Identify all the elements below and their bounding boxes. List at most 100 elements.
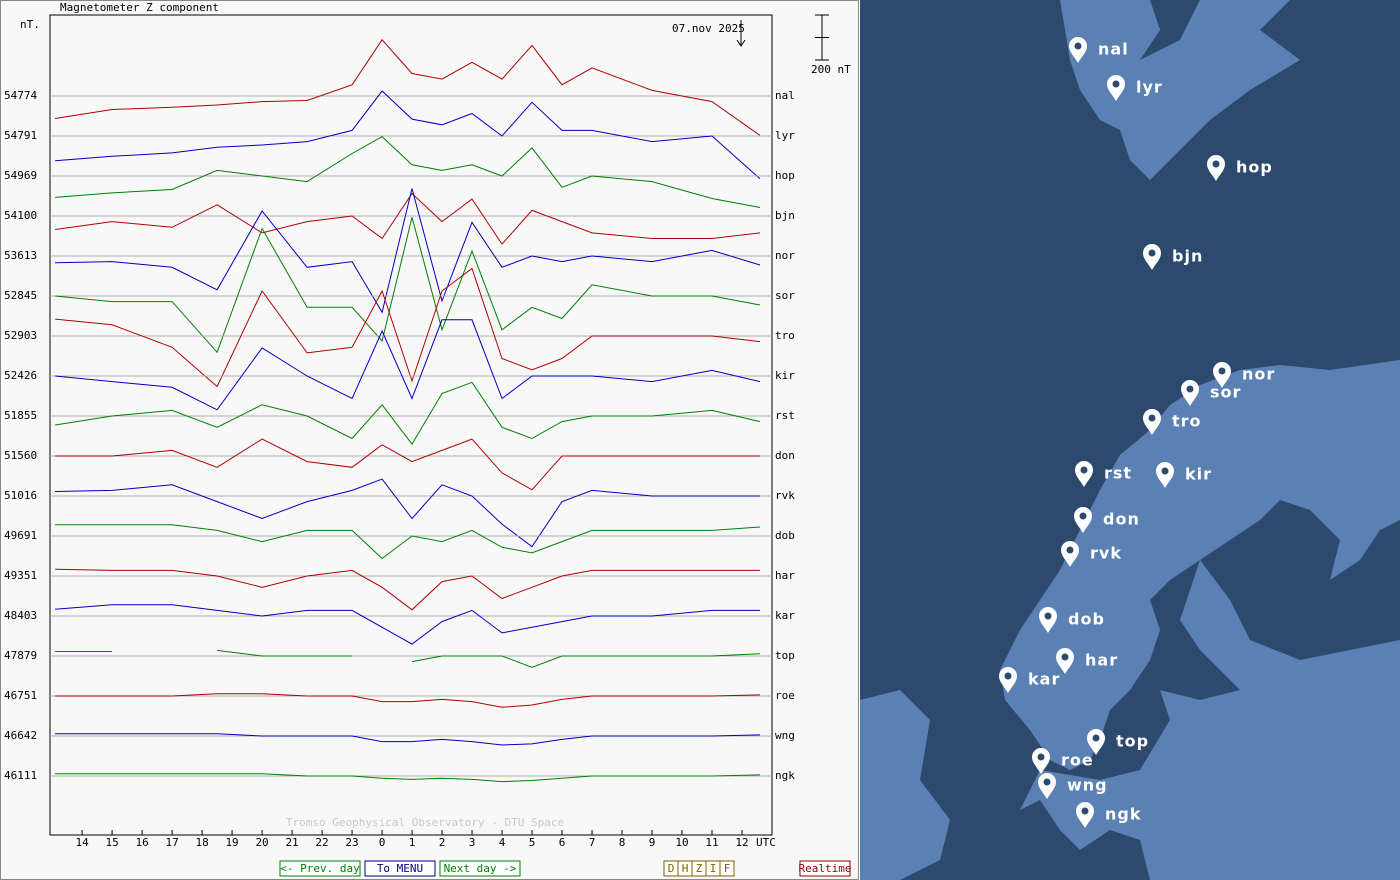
- station-label: bjn: [775, 209, 795, 222]
- pin-dot: [1112, 80, 1120, 88]
- pin: [1075, 461, 1093, 487]
- button-label: <- Prev. day: [280, 862, 360, 875]
- station-label: har: [775, 569, 795, 582]
- trace: [55, 188, 761, 314]
- pin-dot: [1148, 249, 1156, 257]
- station-label: don: [775, 449, 795, 462]
- land: [1020, 560, 1400, 880]
- x-tick-label: 1: [409, 836, 416, 849]
- pin: [1056, 648, 1074, 674]
- x-tick-label: 9: [649, 836, 656, 849]
- pin-dot: [1044, 612, 1052, 620]
- button[interactable]: F: [719, 860, 735, 877]
- station-label: rvk: [775, 489, 795, 502]
- baseline-label: 46751: [4, 689, 37, 702]
- pin: [1039, 607, 1057, 633]
- trace: [55, 478, 760, 548]
- baseline-label: 51855: [4, 409, 37, 422]
- pin: [1207, 155, 1225, 181]
- button[interactable]: I: [705, 860, 721, 877]
- station-label: ngk: [775, 769, 795, 782]
- button[interactable]: H: [677, 860, 693, 877]
- pin-dot: [1186, 385, 1194, 393]
- map-station-label: lyr: [1136, 78, 1163, 97]
- button-box: [719, 860, 735, 877]
- map-station-label: top: [1116, 732, 1149, 751]
- pin-dot: [1043, 778, 1051, 786]
- pin: [1143, 244, 1161, 270]
- baseline-label: 54100: [4, 209, 37, 222]
- land: [1000, 360, 1400, 770]
- trace: [55, 773, 761, 783]
- trace: [55, 604, 760, 645]
- pin-dot: [1074, 42, 1082, 50]
- x-tick-label: 8: [619, 836, 626, 849]
- baseline-label: 52903: [4, 329, 37, 342]
- x-tick-label: 2: [439, 836, 446, 849]
- button-label: Next day ->: [444, 862, 517, 875]
- baseline-label: 51016: [4, 489, 37, 502]
- baseline-label: 53613: [4, 249, 37, 262]
- trace: [55, 568, 760, 611]
- pin-dot: [1092, 734, 1100, 742]
- map-station-label: rvk: [1090, 544, 1122, 563]
- button-box: [799, 860, 851, 877]
- baseline-label: 54791: [4, 129, 37, 142]
- baseline-label: 54969: [4, 169, 37, 182]
- button[interactable]: D: [663, 860, 679, 877]
- pin: [1038, 773, 1056, 799]
- x-tick-label: 20: [255, 836, 268, 849]
- pin-dot: [1212, 160, 1220, 168]
- station-label: hop: [775, 169, 795, 182]
- map-station-label: kir: [1185, 465, 1212, 484]
- pin: [1213, 362, 1231, 388]
- pin-dot: [1161, 467, 1169, 475]
- footer: Tromso Geophysical Observatory - DTU Spa…: [286, 816, 564, 829]
- pin: [1156, 462, 1174, 488]
- x-tick-label: 5: [529, 836, 536, 849]
- baseline-label: 46642: [4, 729, 37, 742]
- land: [860, 690, 950, 880]
- map-station-label: ngk: [1105, 805, 1141, 824]
- map-station-label: roe: [1061, 751, 1094, 770]
- pin-dot: [1080, 466, 1088, 474]
- station-label: wng: [775, 729, 795, 742]
- pin: [1181, 380, 1199, 406]
- pin-dot: [1037, 753, 1045, 761]
- station-label: rst: [775, 409, 795, 422]
- x-tick-label: 7: [589, 836, 596, 849]
- map-station-label: wng: [1067, 776, 1108, 795]
- pin-dot: [1004, 672, 1012, 680]
- arrow-head: [736, 39, 746, 47]
- map-station-label: nor: [1242, 365, 1275, 384]
- x-tick-label: 18: [195, 836, 208, 849]
- button[interactable]: Next day ->: [439, 860, 521, 877]
- pin-dot: [1148, 414, 1156, 422]
- button[interactable]: Realtime: [799, 860, 852, 877]
- station-label: dob: [775, 529, 795, 542]
- baseline-label: 52426: [4, 369, 37, 382]
- land: [1060, 0, 1300, 180]
- pin: [999, 667, 1017, 693]
- button-label: To MENU: [377, 862, 423, 875]
- pin: [1107, 75, 1125, 101]
- trace: [55, 319, 761, 411]
- pin: [1032, 748, 1050, 774]
- baseline-label: 49691: [4, 529, 37, 542]
- baseline-label: 47879: [4, 649, 37, 662]
- pin-dot: [1079, 512, 1087, 520]
- button-label: H: [682, 862, 689, 875]
- baseline-label: 49351: [4, 569, 37, 582]
- x-tick-label: 0: [379, 836, 386, 849]
- button[interactable]: <- Prev. day: [279, 860, 361, 877]
- station-label: nal: [775, 89, 795, 102]
- map-station-label: kar: [1028, 670, 1060, 689]
- button[interactable]: Z: [691, 860, 707, 877]
- station-label: roe: [775, 689, 795, 702]
- x-tick-label: 16: [135, 836, 148, 849]
- button[interactable]: To MENU: [364, 860, 436, 877]
- pin-dot: [1061, 653, 1069, 661]
- trace: [55, 381, 761, 445]
